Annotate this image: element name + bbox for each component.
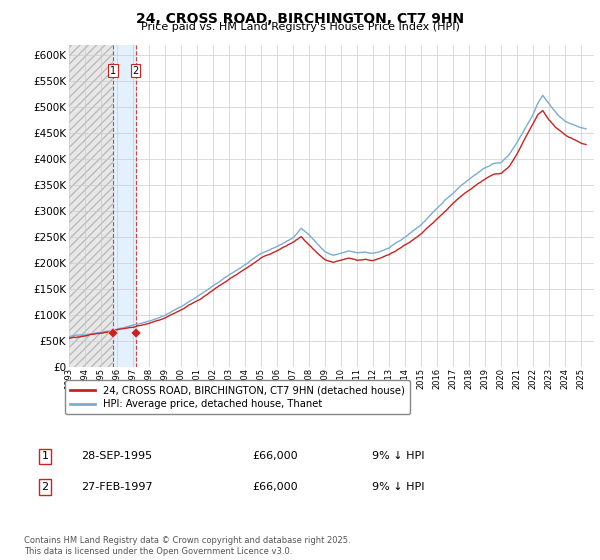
Text: 9% ↓ HPI: 9% ↓ HPI: [372, 451, 425, 461]
Text: 2: 2: [41, 482, 49, 492]
Legend: 24, CROSS ROAD, BIRCHINGTON, CT7 9HN (detached house), HPI: Average price, detac: 24, CROSS ROAD, BIRCHINGTON, CT7 9HN (de…: [65, 380, 410, 414]
Text: 27-FEB-1997: 27-FEB-1997: [81, 482, 152, 492]
Text: Price paid vs. HM Land Registry's House Price Index (HPI): Price paid vs. HM Land Registry's House …: [140, 22, 460, 32]
Bar: [113, 45, 136, 367]
Text: 9% ↓ HPI: 9% ↓ HPI: [372, 482, 425, 492]
Text: Contains HM Land Registry data © Crown copyright and database right 2025.
This d: Contains HM Land Registry data © Crown c…: [24, 536, 350, 556]
Text: £66,000: £66,000: [252, 451, 298, 461]
Bar: [69, 45, 113, 367]
Text: 1: 1: [110, 66, 116, 76]
Text: 2: 2: [133, 66, 139, 76]
Text: 1: 1: [41, 451, 49, 461]
Text: £66,000: £66,000: [252, 482, 298, 492]
Text: 28-SEP-1995: 28-SEP-1995: [81, 451, 152, 461]
Text: 24, CROSS ROAD, BIRCHINGTON, CT7 9HN: 24, CROSS ROAD, BIRCHINGTON, CT7 9HN: [136, 12, 464, 26]
